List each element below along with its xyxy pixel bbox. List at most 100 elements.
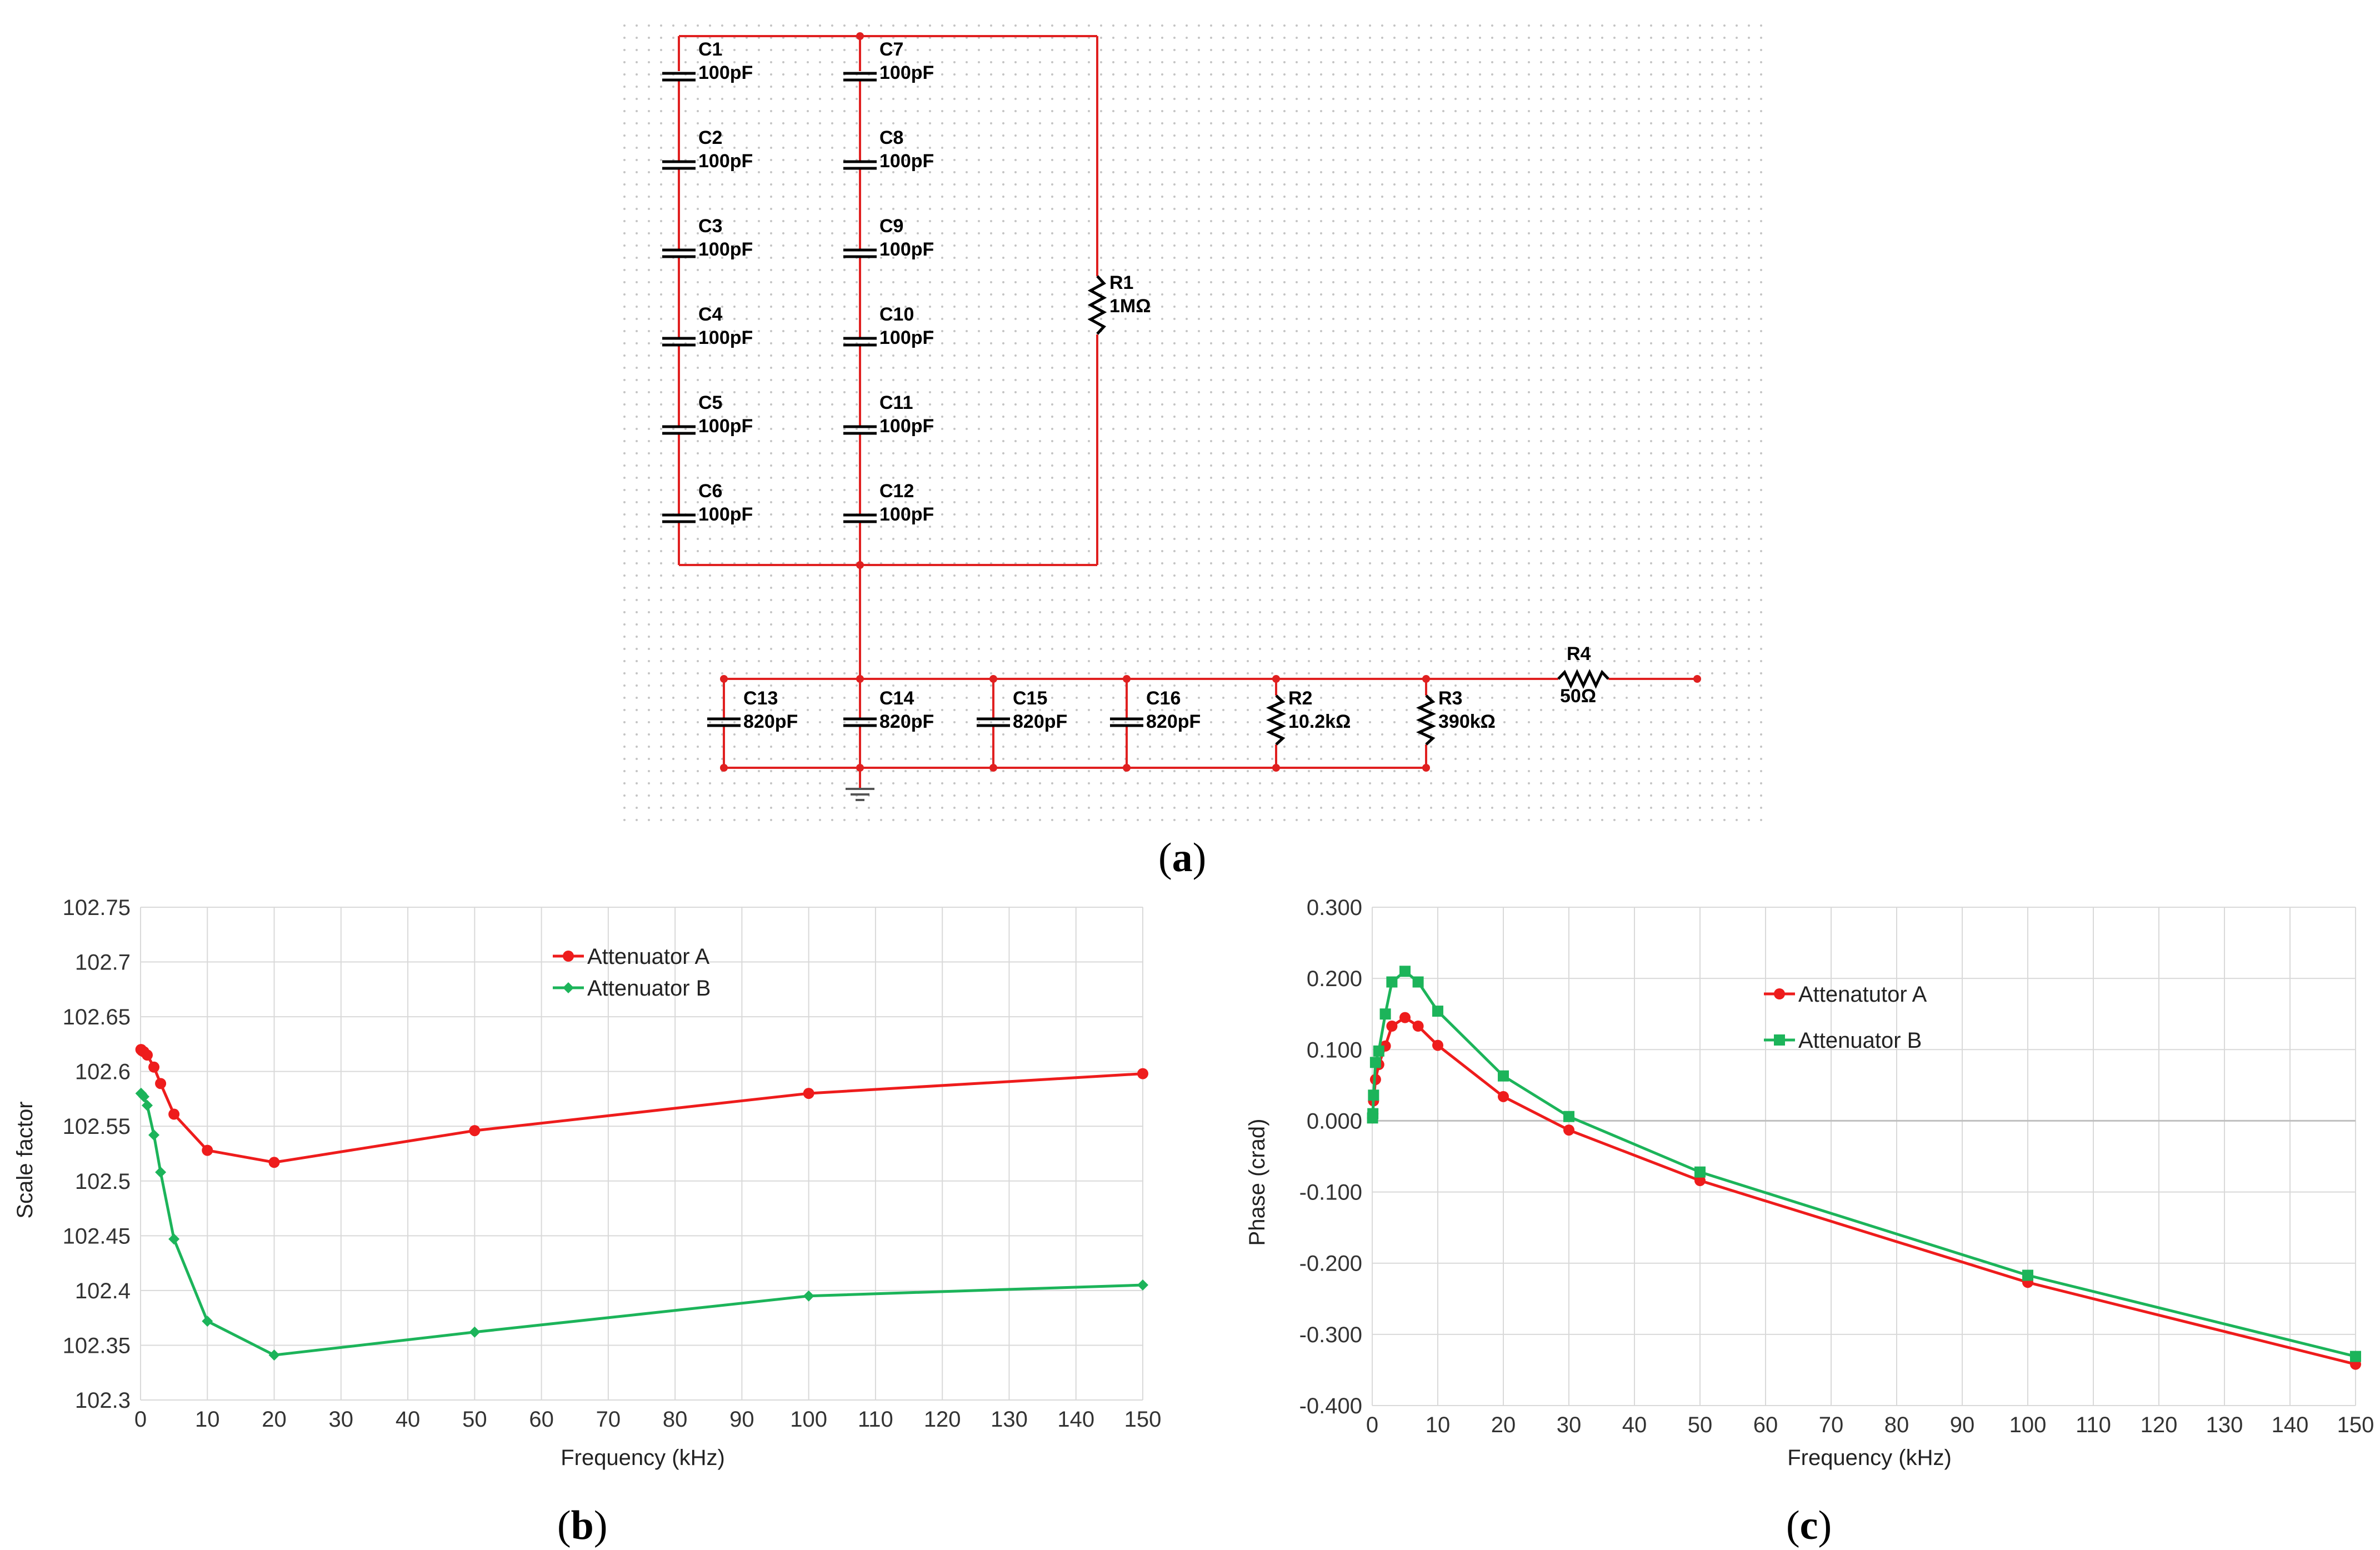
capacitor-name: C14 [879,688,914,709]
y-tick-label: 0.200 [1307,967,1362,991]
data-point [155,1078,167,1089]
y-tick-label: 102.6 [75,1060,131,1084]
data-point [138,1091,150,1103]
capacitor-name: C9 [879,216,903,237]
legend-label: Attenuator A [587,944,709,969]
legend-marker [1774,1034,1785,1046]
data-point [1367,1108,1379,1119]
chart-b-x-tick-labels: 0 10 20 30 40 50 60 70 80 90 100 110 120 130 140 150 [134,1407,1162,1432]
capacitor-name: C6 [698,481,722,502]
data-point [1432,1039,1443,1051]
data-point [155,1167,167,1178]
y-tick-label: 102.4 [75,1279,131,1303]
junction-dot [720,764,728,772]
data-point [1563,1111,1574,1122]
y-tick-label: -0.200 [1299,1252,1362,1276]
chart-c-series [1367,966,2361,1370]
y-tick-label: 102.75 [63,896,131,920]
data-point [1399,966,1411,977]
x-tick-label: 80 [1884,1413,1909,1437]
r1-value: 1MΩ [1109,296,1151,317]
y-tick-label: 102.5 [75,1169,131,1194]
series-line-attenuator-a [140,1048,1143,1164]
legend-label: Attenatutor A [1798,982,1927,1007]
data-point [1399,1012,1411,1023]
data-point [803,1290,814,1302]
data-point [1369,1057,1381,1068]
x-tick-label: 10 [195,1407,220,1432]
capacitor-name: C5 [698,392,722,413]
capacitor-value: 820pF [879,711,934,732]
x-tick-label: 20 [262,1407,287,1432]
data-point [469,1125,481,1137]
resistor [1266,694,1287,746]
x-tick-label: 30 [329,1407,354,1432]
capacitor-name: C2 [698,127,722,148]
capacitor-value: 100pF [698,504,753,525]
capacitor-value: 100pF [879,327,934,348]
legend-label: Attenuator B [1798,1028,1922,1053]
x-tick-label: 150 [1124,1407,1162,1432]
capacitor-name: C10 [879,304,914,325]
resistor-name: R3 [1438,688,1462,709]
chart-c-gridlines [1372,907,2356,1406]
data-point [1386,976,1398,988]
y-tick-label: -0.300 [1299,1323,1362,1347]
capacitor-value: 100pF [698,239,753,260]
resistor-r1 [1087,275,1107,335]
data-point [268,1157,280,1168]
x-tick-label: 70 [596,1407,621,1432]
chart-b-series [135,1044,1148,1361]
x-tick-label: 80 [663,1407,688,1432]
data-point [142,1099,153,1111]
capacitor-name: C7 [879,39,903,60]
chart-c-x-tick-labels: 0 10 20 30 40 50 60 70 80 90 100 110 120 130 140 150 [1366,1413,2374,1437]
capacitor-name: C15 [1013,688,1047,709]
capacitor-value: 100pF [879,239,934,260]
data-point [1432,1006,1443,1017]
chart-b-y-tick-labels: 102.3 102.35 102.4 102.45 102.5 102.55 102.6 10… [63,896,131,1413]
x-tick-label: 60 [529,1407,554,1432]
capacitor-value: 100pF [879,62,934,83]
legend-marker [563,951,574,962]
capacitor-name: C16 [1146,688,1181,709]
x-tick-label: 60 [1753,1413,1778,1437]
data-point [202,1144,213,1156]
y-tick-label: 102.45 [63,1224,131,1248]
x-tick-label: 130 [2206,1413,2243,1437]
chart-b-y-axis-label: Scale factor [13,1101,37,1218]
x-tick-label: 90 [729,1407,754,1432]
chart-c-y-axis-label: Phase (crad) [1245,1119,1269,1246]
data-point [469,1326,481,1338]
legend-marker [563,982,574,993]
y-tick-label: 102.3 [75,1388,131,1413]
x-tick-label: 130 [991,1407,1028,1432]
y-tick-label: 0.300 [1307,896,1362,920]
capacitor-name: C4 [698,304,723,325]
capacitor-name: C11 [879,392,913,413]
series-line-attenuator-a [1371,1016,2356,1366]
data-point [1368,1089,1379,1101]
legend-label: Attenuator B [587,976,711,1001]
y-tick-label: 102.35 [63,1333,131,1358]
schematic-grid-background [617,17,1767,822]
x-tick-label: 120 [2141,1413,2178,1437]
data-point [1386,1020,1398,1032]
chart-b-x-axis-label: Frequency (kHz) [561,1446,725,1470]
capacitor-value: 100pF [698,416,753,437]
data-point [1412,976,1424,988]
capacitor-value: 820pF [1146,711,1201,732]
phase-chart: -0.400 -0.300 -0.200 -0.100 0.000 0.100 0.200 0… [1245,896,2374,1470]
r4-value: 50Ω [1560,686,1596,707]
x-tick-label: 100 [790,1407,827,1432]
data-point [268,1349,280,1361]
x-tick-label: 0 [134,1407,147,1432]
data-point [1373,1045,1384,1057]
data-point [1379,1008,1391,1020]
x-tick-label: 50 [462,1407,487,1432]
data-point [1137,1068,1148,1079]
y-tick-label: 102.55 [63,1114,131,1139]
chart-c-x-axis-label: Frequency (kHz) [1787,1446,1952,1470]
chart-b-gridlines [140,907,1143,1401]
